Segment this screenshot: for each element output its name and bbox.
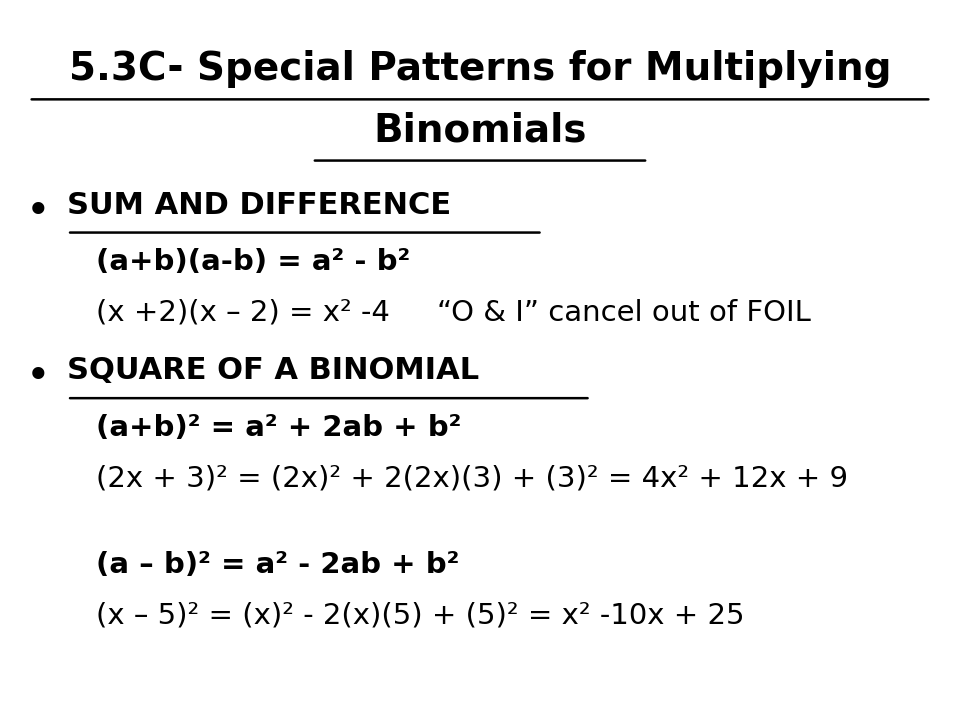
Text: (a+b)² = a² + 2ab + b²: (a+b)² = a² + 2ab + b² — [96, 414, 462, 442]
Text: 5.3C- Special Patterns for Multiplying: 5.3C- Special Patterns for Multiplying — [69, 50, 891, 89]
Text: (a+b)(a-b) = a² - b²: (a+b)(a-b) = a² - b² — [96, 248, 410, 276]
Text: (x – 5)² = (x)² - 2(x)(5) + (5)² = x² -10x + 25: (x – 5)² = (x)² - 2(x)(5) + (5)² = x² -1… — [96, 601, 745, 629]
Text: Binomials: Binomials — [373, 112, 587, 150]
Text: •: • — [26, 191, 51, 233]
Text: (2x + 3)² = (2x)² + 2(2x)(3) + (3)² = 4x² + 12x + 9: (2x + 3)² = (2x)² + 2(2x)(3) + (3)² = 4x… — [96, 464, 848, 492]
Text: (a – b)² = a² - 2ab + b²: (a – b)² = a² - 2ab + b² — [96, 551, 460, 579]
Text: SQUARE OF A BINOMIAL: SQUARE OF A BINOMIAL — [67, 356, 479, 385]
Text: (x +2)(x – 2) = x² -4: (x +2)(x – 2) = x² -4 — [96, 299, 390, 327]
Text: SUM AND DIFFERENCE: SUM AND DIFFERENCE — [67, 191, 451, 220]
Text: •: • — [26, 356, 51, 398]
Text: “O & I” cancel out of FOIL: “O & I” cancel out of FOIL — [437, 299, 810, 327]
